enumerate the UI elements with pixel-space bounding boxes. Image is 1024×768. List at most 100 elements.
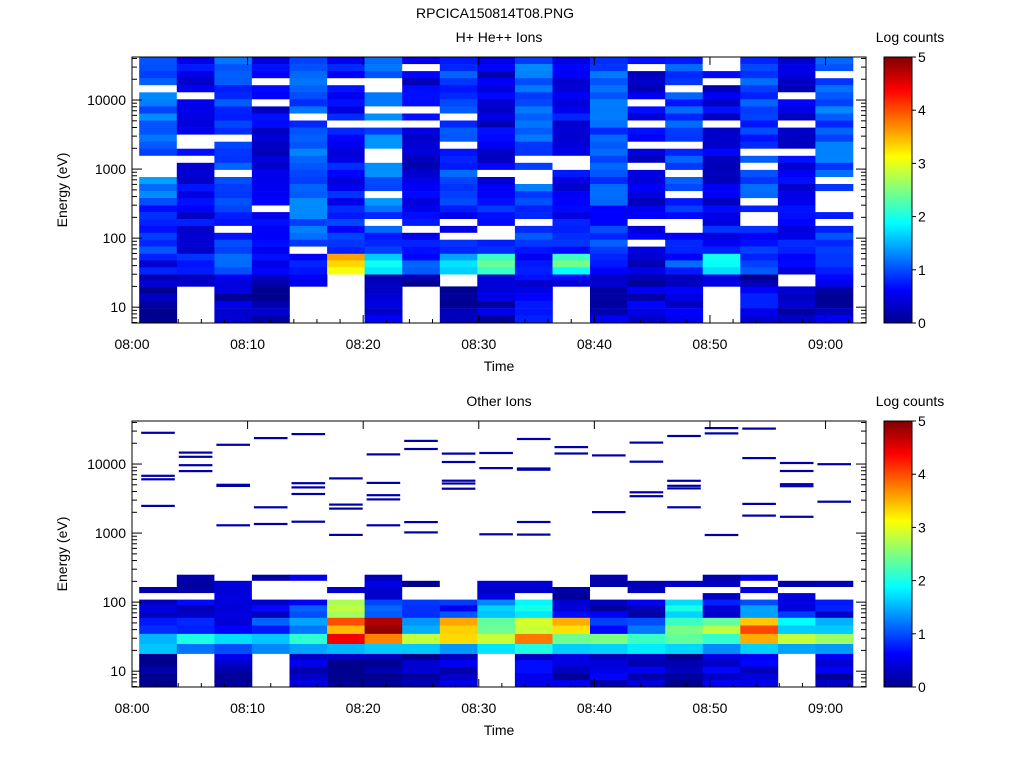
heatmap-cell xyxy=(477,106,516,114)
heatmap-cell xyxy=(514,99,553,107)
heatmap-cell xyxy=(777,599,816,606)
heatmap-cell xyxy=(289,280,328,287)
heatmap-cell xyxy=(402,134,441,142)
heatmap-cell xyxy=(552,274,591,281)
heatmap-cell xyxy=(214,653,253,661)
heatmap-cell xyxy=(477,643,516,654)
heatmap-cell xyxy=(364,120,403,128)
heatmap-cell xyxy=(289,611,328,618)
heatmap-cell xyxy=(364,679,403,687)
heatmap-cell xyxy=(590,300,628,309)
heatmap-cell xyxy=(627,127,666,135)
heatmap-cell xyxy=(364,574,403,582)
heatmap-cell xyxy=(740,300,779,309)
count-dash xyxy=(516,520,551,524)
heatmap-cell xyxy=(364,280,403,287)
heatmap-cell xyxy=(815,134,854,142)
heatmap-cell xyxy=(740,617,779,626)
heatmap-cell xyxy=(439,625,478,634)
heatmap-cell xyxy=(552,57,591,65)
heatmap-cell xyxy=(176,605,215,612)
heatmap-cell xyxy=(815,177,854,185)
heatmap-cell xyxy=(364,260,403,268)
heatmap-cell xyxy=(665,232,704,240)
heatmap-cell xyxy=(327,198,365,206)
heatmap-cell xyxy=(402,633,441,644)
heatmap-cell xyxy=(740,198,779,206)
panel-h-he-ions: H+ He++ Ions Log counts 08:00 08:10 08:20 08:… xyxy=(54,29,944,374)
heatmap-cell xyxy=(665,71,704,79)
heatmap-cell xyxy=(590,633,628,644)
heatmap-cell xyxy=(702,155,741,164)
sparse-counts xyxy=(141,427,851,537)
heatmap-cell xyxy=(251,212,290,220)
heatmap-cell xyxy=(327,617,365,626)
heatmap-cell xyxy=(139,605,178,612)
heatmap-cell xyxy=(139,169,178,178)
heatmap-cell xyxy=(552,666,591,674)
heatmap-cell xyxy=(777,99,816,107)
heatmap-cell xyxy=(815,148,854,157)
heatmap-cell xyxy=(702,625,741,634)
heatmap-cell xyxy=(514,625,553,634)
heatmap-cell xyxy=(176,57,215,65)
heatmap-cell xyxy=(364,205,403,213)
heatmap-cell xyxy=(740,246,779,254)
heatmap-cell xyxy=(815,574,854,582)
heatmap-cell xyxy=(627,617,666,626)
heatmap-cell xyxy=(402,64,441,72)
x-axis-label: Time xyxy=(484,358,515,374)
heatmap-cell xyxy=(364,599,403,606)
heatmap-cell xyxy=(289,64,328,72)
count-dash xyxy=(178,464,213,467)
heatmap-cell xyxy=(289,666,328,674)
panel-other-ions: Other Ions Log counts 08:00 08:10 08:20 08:30… xyxy=(54,393,944,738)
heatmap-cell xyxy=(139,660,178,667)
heatmap-cell xyxy=(477,633,516,644)
heatmap-cell xyxy=(477,315,516,323)
heatmap-cell xyxy=(439,141,478,150)
heatmap-cell xyxy=(552,134,591,142)
heatmap-cell xyxy=(251,106,290,114)
heatmap-cell xyxy=(590,155,628,164)
heatmap-cell xyxy=(439,315,478,323)
heatmap-cell xyxy=(514,141,553,150)
heatmap-cell xyxy=(402,120,441,128)
heatmap-cell xyxy=(590,653,628,661)
heatmap-cell xyxy=(815,155,854,164)
heatmap-cell xyxy=(176,219,215,227)
count-dash xyxy=(329,507,363,510)
heatmap-cell xyxy=(740,57,779,65)
heatmap-cell xyxy=(815,599,854,606)
heatmap-cell xyxy=(740,169,779,178)
heatmap-cell xyxy=(627,184,666,192)
count-dash xyxy=(629,491,664,494)
heatmap-cell xyxy=(590,198,628,206)
heatmap-cell xyxy=(702,225,741,234)
heatmap-cell xyxy=(702,617,741,626)
heatmap-cell xyxy=(327,232,365,240)
y-axis-label: Energy (eV) xyxy=(54,517,70,592)
heatmap-cell xyxy=(590,267,628,275)
heatmap-cell xyxy=(514,260,553,268)
heatmap-cell xyxy=(740,191,779,199)
count-dash xyxy=(404,447,438,451)
heatmap-cell xyxy=(740,99,779,107)
heatmap-cell xyxy=(552,92,591,100)
heatmap-cell xyxy=(176,134,215,142)
heatmap-cell xyxy=(514,593,553,600)
heatmap-cell xyxy=(702,267,741,275)
heatmap-cell xyxy=(627,605,666,612)
colorbar-label: Log counts xyxy=(876,393,945,409)
heatmap-cell xyxy=(552,653,591,661)
heatmap-cell xyxy=(477,308,516,316)
heatmap-cell xyxy=(702,599,741,606)
x-tick-label: 08:30 xyxy=(461,700,496,716)
heatmap-cell xyxy=(590,605,628,612)
heatmap-cell xyxy=(815,260,854,268)
heatmap-cell xyxy=(439,633,478,644)
heatmap-cell xyxy=(289,274,328,281)
heatmap-cell xyxy=(590,219,628,227)
heatmap-cell xyxy=(439,106,478,114)
heatmap-cell xyxy=(364,184,403,192)
